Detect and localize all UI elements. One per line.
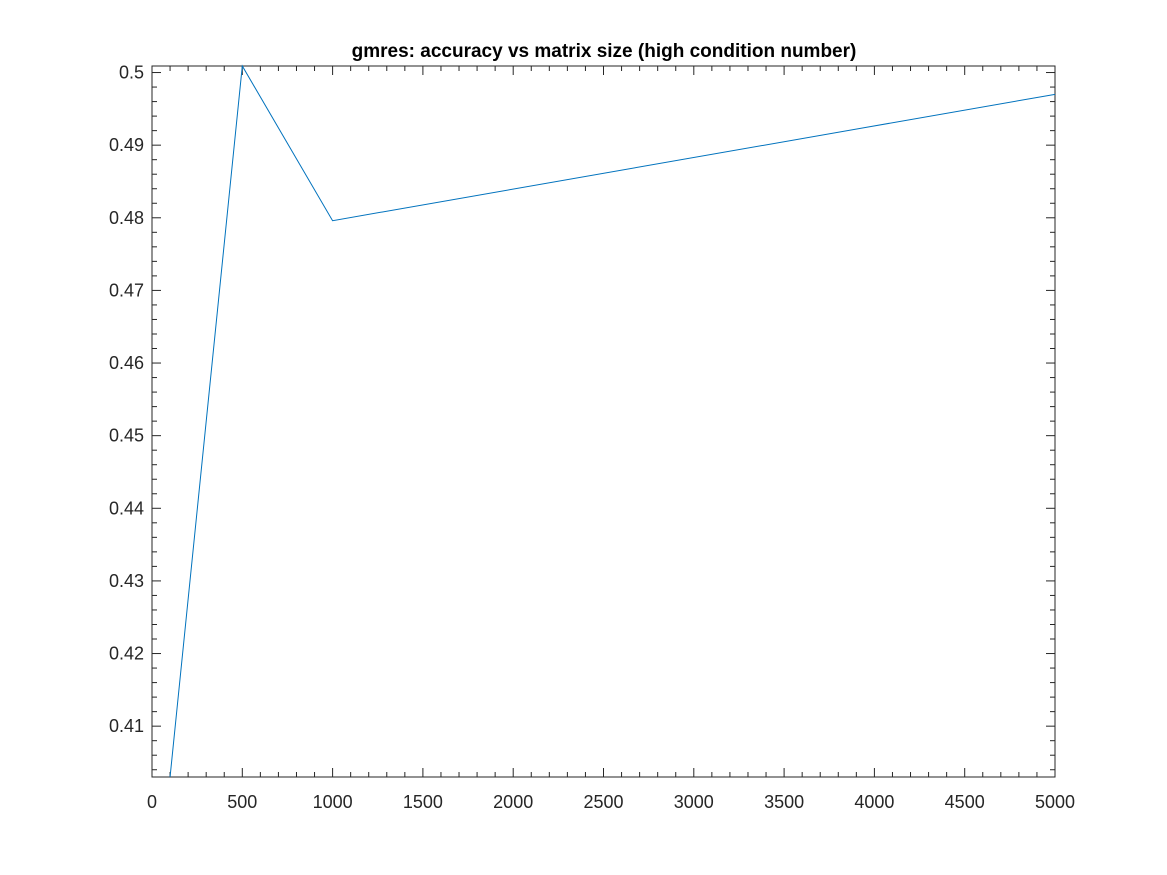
- x-tick-labels: 0 500 1000 1500 2000 2500 3000 3500 4000 4500 5000: [147, 792, 1075, 812]
- x-tick-label: 1000: [313, 792, 353, 812]
- y-tick-label: 0.42: [109, 644, 144, 664]
- y-tick-label: 0.46: [109, 353, 144, 373]
- y-tick-label: 0.41: [109, 716, 144, 736]
- y-tick-label: 0.49: [109, 135, 144, 155]
- plot-area: [151, 65, 1056, 778]
- y-tick-label: 0.47: [109, 280, 144, 300]
- y-tick-labels: 0.41 0.42 0.43 0.44 0.45 0.46 0.47 0.48 0.49 0.5: [109, 63, 144, 737]
- chart-title: gmres: accuracy vs matrix size (high con…: [352, 41, 857, 62]
- x-tick-label: 1500: [403, 792, 443, 812]
- x-tick-label: 2000: [493, 792, 533, 812]
- y-tick-label: 0.43: [109, 571, 144, 591]
- y-tick-label: 0.44: [109, 498, 144, 518]
- y-tick-label: 0.48: [109, 208, 144, 228]
- x-tick-label: 2500: [583, 792, 623, 812]
- x-tick-label: 5000: [1035, 792, 1075, 812]
- x-tick-label: 4000: [854, 792, 894, 812]
- y-tick-label: 0.45: [109, 426, 144, 446]
- x-tick-label: 4500: [945, 792, 985, 812]
- series-line: [169, 64, 1056, 778]
- x-tick-label: 500: [227, 792, 257, 812]
- series-group: [169, 64, 1056, 778]
- x-tick-label: 3500: [764, 792, 804, 812]
- x-tick-label: 0: [147, 792, 157, 812]
- axis-ticks: [151, 66, 1056, 777]
- x-tick-label: 3000: [674, 792, 714, 812]
- y-tick-label: 0.5: [119, 63, 144, 83]
